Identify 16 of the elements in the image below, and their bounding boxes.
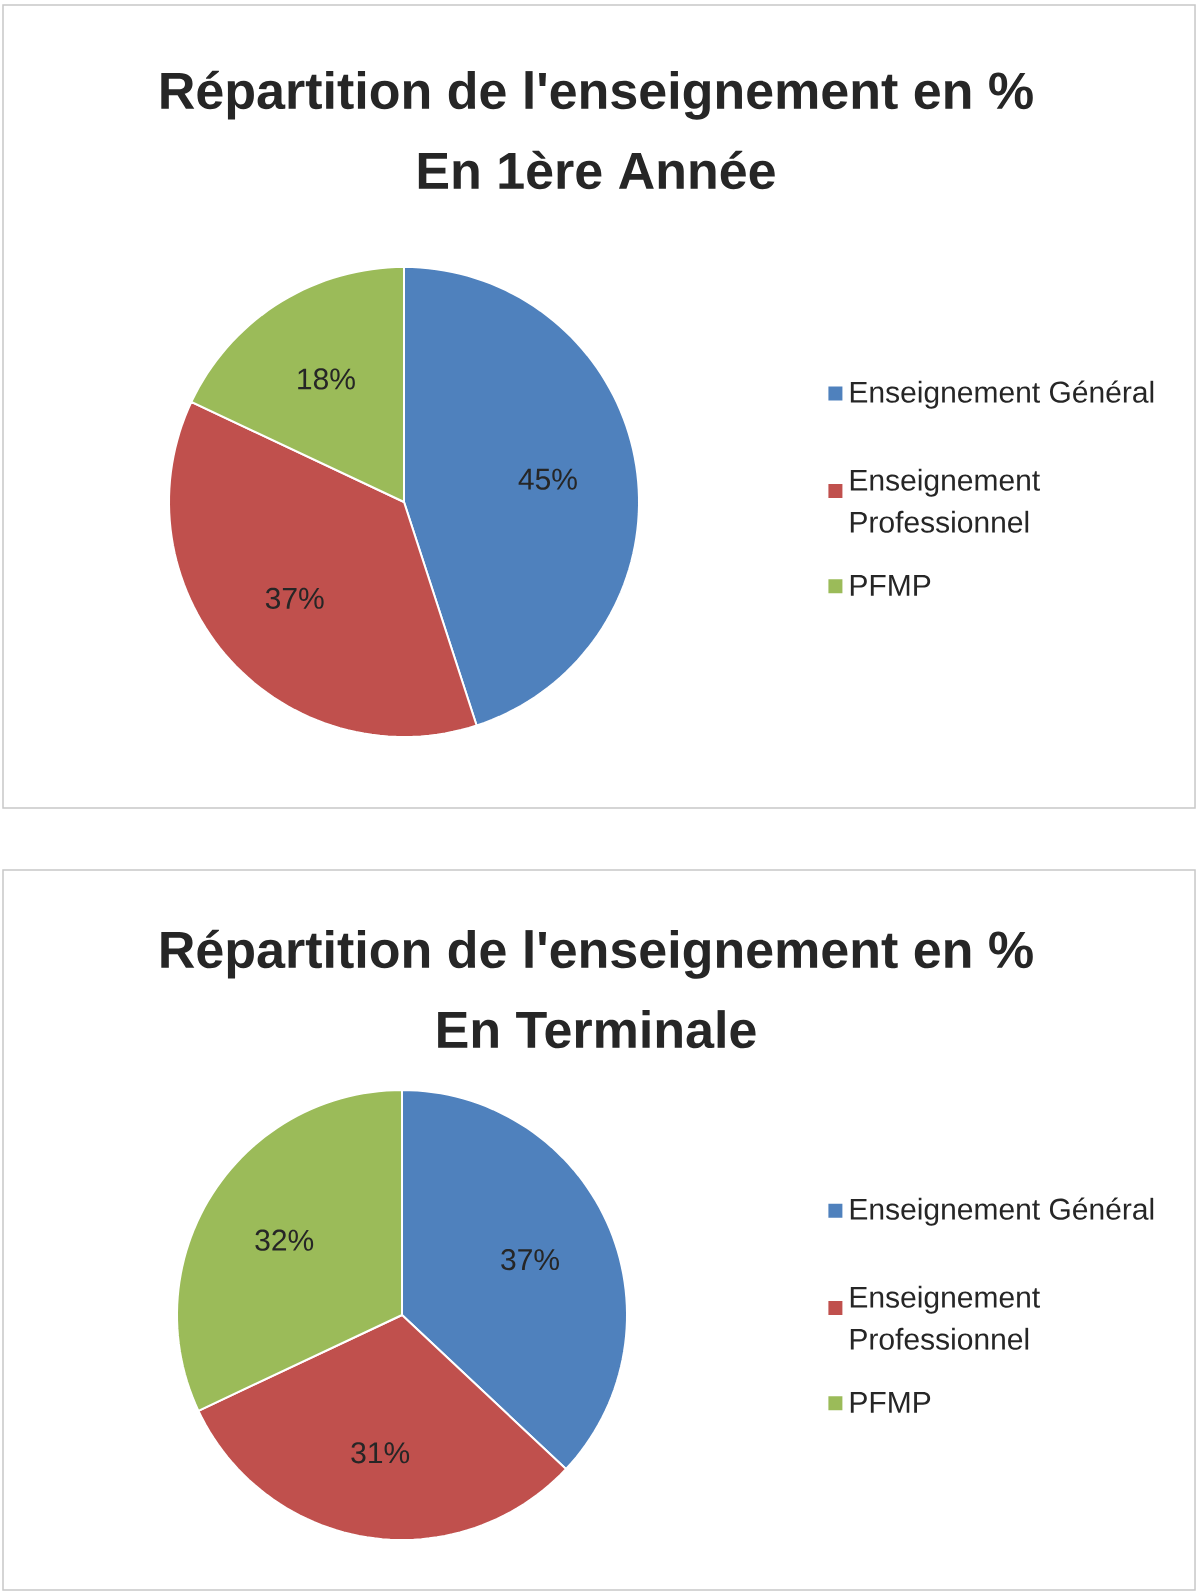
legend-label: PFMP bbox=[850, 1392, 931, 1413]
data-label: 37% bbox=[501, 1248, 559, 1271]
chart-title: Répartition de l'enseignement en % bbox=[161, 929, 1033, 979]
legend-label: Enseignement Professionnel bbox=[850, 1285, 1040, 1350]
data-label: 45% bbox=[518, 468, 577, 490]
legend-label: Enseignement Général bbox=[850, 380, 1154, 409]
chart-subtitle: En Terminale bbox=[438, 1010, 756, 1049]
chart-title: Répartition de l'enseignement en % bbox=[161, 70, 1033, 120]
legend-label: Enseignement Général bbox=[850, 1197, 1154, 1226]
data-label: 32% bbox=[255, 1229, 314, 1251]
legend-label: PFMP bbox=[850, 575, 931, 596]
data-label: 18% bbox=[298, 368, 355, 390]
legend-label: Enseignement Professionnel bbox=[850, 468, 1040, 533]
chart-subtitle: En 1ère Année bbox=[418, 150, 775, 190]
data-label: 31% bbox=[351, 1442, 410, 1464]
data-label: 37% bbox=[265, 587, 324, 609]
